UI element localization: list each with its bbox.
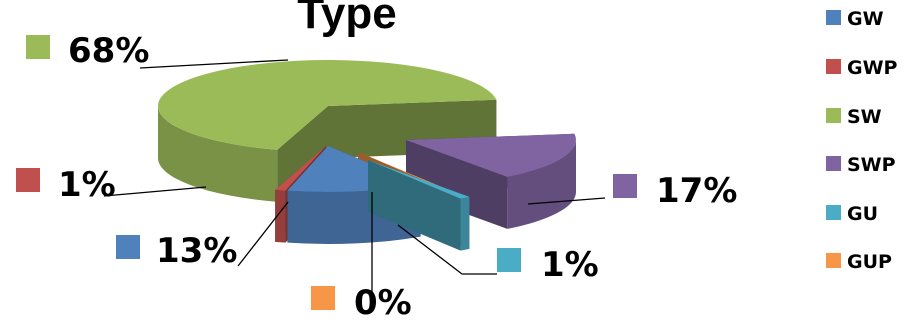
legend-label-gu: GU (847, 203, 878, 225)
legend-swatch-gwp (826, 59, 841, 74)
data-label-gup: 0% (311, 283, 412, 320)
data-label-gwp: 1% (16, 165, 116, 205)
legend-item-gw: GW (826, 8, 884, 30)
legend-item-gwp: GWP (826, 57, 898, 79)
slice-swp-top (406, 133, 576, 177)
slice-gwp-top (275, 146, 326, 191)
data-label-swatch-sw (26, 35, 50, 59)
chart-title: Type (297, 0, 396, 38)
legend-label-gup: GUP (847, 251, 892, 273)
legend-label-gw: GW (847, 8, 884, 30)
legend-label-sw: SW (847, 106, 882, 128)
slice-gu-top (368, 160, 470, 199)
slice-gwp-rim-0 (275, 189, 286, 243)
leader-line-gu (397, 224, 497, 275)
data-label-gw: 13% (116, 231, 237, 271)
data-label-swatch-gup (311, 286, 335, 310)
data-label-text-gwp: 1% (58, 165, 116, 205)
legend-label-gwp: GWP (847, 57, 898, 79)
legend-swatch-gu (826, 205, 841, 220)
data-label-swatch-swp (613, 174, 637, 198)
data-label-swatch-gu (497, 248, 521, 272)
legend-item-gu: GU (826, 203, 878, 225)
legend-label-swp: SWP (847, 154, 896, 176)
data-label-swatch-gw (116, 235, 140, 259)
slice-gu-wall-end (368, 160, 461, 251)
pie-slices (157, 60, 576, 251)
data-label-gu: 1% (497, 245, 599, 285)
leader-line-swp (527, 197, 606, 205)
leader-line-gwp (103, 186, 207, 197)
slice-swp-wall-end (406, 140, 508, 229)
legend-swatch-swp (826, 156, 841, 171)
leader-lines (103, 59, 606, 292)
data-label-swatch-gwp (16, 168, 40, 192)
legend-swatch-sw (826, 108, 841, 123)
legend: GW GWP SW SWP GU GUP (826, 8, 898, 273)
data-label-swp: 17% (613, 171, 737, 211)
data-label-text-gu: 1% (541, 245, 599, 285)
data-label-text-swp: 17% (656, 171, 737, 211)
slice-sw-top (157, 60, 497, 150)
legend-item-sw: SW (826, 106, 882, 128)
leader-line-gw (237, 201, 289, 267)
leader-line-sw (139, 59, 289, 69)
data-label-text-gw: 13% (156, 231, 237, 271)
data-label-text-sw: 68% (68, 31, 149, 71)
legend-swatch-gup (826, 253, 841, 268)
legend-item-swp: SWP (826, 154, 896, 176)
legend-swatch-gw (826, 10, 841, 25)
slice-swp (406, 133, 576, 229)
legend-item-gup: GUP (826, 251, 892, 273)
data-label-text-gup: 0% (354, 283, 412, 320)
slice-gu-rim-0 (460, 196, 470, 251)
slice-sw-rim-0 (158, 106, 278, 202)
slice-gup-top (358, 152, 451, 191)
slice-swp-rim-0 (507, 140, 576, 229)
slice-gu (368, 160, 470, 251)
data-label-sw: 68% (26, 31, 149, 71)
